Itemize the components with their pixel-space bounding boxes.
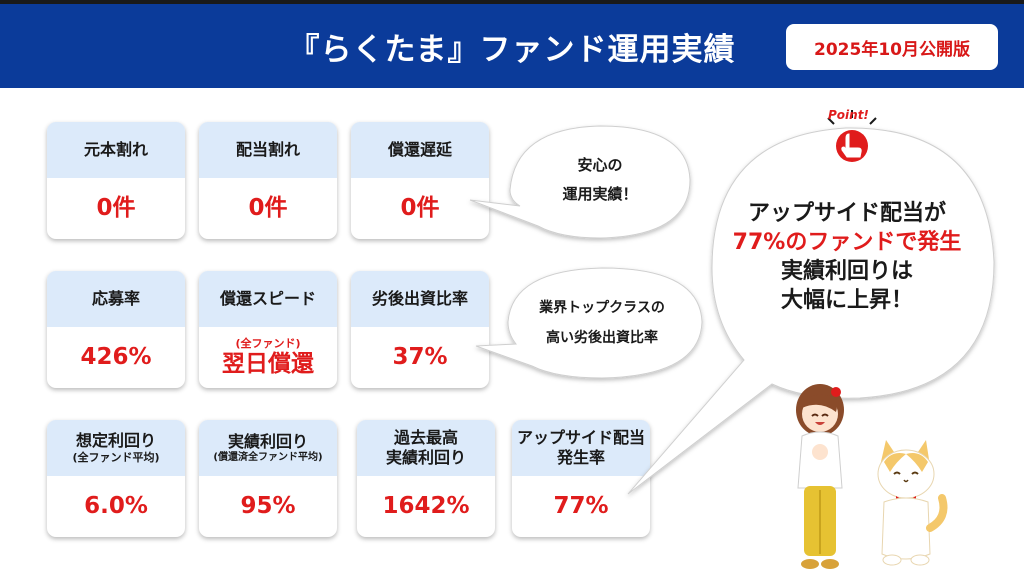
card-label: 償還遅延 bbox=[387, 140, 452, 159]
stat-card-application-rate: 応募率 426% bbox=[47, 271, 185, 388]
mascot-characters-illustration bbox=[796, 384, 948, 569]
bubble-line: アップサイド配当が bbox=[747, 201, 946, 226]
page-title: 『らくたま』ファンド運用実績 bbox=[288, 31, 736, 68]
card-label: 元本割れ bbox=[83, 140, 148, 159]
card-value: 0件 bbox=[96, 194, 136, 221]
card-sub-label: (全ファンド平均) bbox=[72, 451, 160, 465]
stat-card-expected-yield: 想定利回り (全ファンド平均) 6.0% bbox=[47, 420, 185, 537]
card-label: アップサイド配当 bbox=[516, 428, 645, 447]
card-label: 実績利回り bbox=[227, 431, 308, 451]
date-badge: 2025年10月公開版 bbox=[786, 24, 998, 70]
card-label: 想定利回り bbox=[75, 431, 156, 451]
card-value-note: (全ファンド) bbox=[235, 336, 301, 350]
bubble-safe-record bbox=[469, 125, 691, 239]
card-value: 95% bbox=[240, 492, 296, 519]
bubble-line: 大幅に上昇！ bbox=[780, 288, 913, 313]
stat-card-subordinated-ratio: 劣後出資比率 37% bbox=[351, 271, 489, 388]
card-value: 6.0% bbox=[84, 492, 148, 519]
card-label: 配当割れ bbox=[235, 140, 300, 159]
stat-card-redemption-delay: 償還遅延 0件 bbox=[351, 122, 489, 239]
bubble-subordinated-ratio bbox=[475, 267, 703, 379]
stat-card-upside-rate: アップサイド配当 発生率 77% bbox=[512, 420, 650, 537]
bubble-line: 業界トップクラスの bbox=[539, 300, 665, 316]
bubble-line: 安心の bbox=[577, 156, 623, 174]
cat-mascot bbox=[877, 440, 948, 566]
header-bar: 『らくたま』ファンド運用実績 2025年10月公開版 bbox=[0, 0, 1024, 88]
stat-card-principal-loss: 元本割れ 0件 bbox=[47, 122, 185, 239]
card-label: 劣後出資比率 bbox=[371, 289, 468, 308]
card-label: 過去最高 bbox=[393, 428, 458, 447]
point-hand-icon bbox=[827, 110, 877, 162]
bubble-line: 高い劣後出資比率 bbox=[546, 330, 658, 346]
stat-card-dividend-shortfall: 配当割れ 0件 bbox=[199, 122, 337, 239]
bubble-upside-text: アップサイド配当が 77%のファンドで発生 実績利回りは 大幅に上昇！ bbox=[727, 199, 967, 315]
stat-card-max-yield: 過去最高 実績利回り 1642% bbox=[357, 420, 495, 537]
card-value: 1642% bbox=[382, 492, 470, 519]
bubble-subordinated-text: 業界トップクラスの 高い劣後出資比率 bbox=[514, 293, 690, 353]
woman-mascot bbox=[796, 384, 844, 569]
stat-card-actual-yield: 実績利回り (償還済全ファンド平均) 95% bbox=[199, 420, 337, 537]
card-label-line2: 実績利回り bbox=[385, 448, 466, 467]
card-value: 0件 bbox=[400, 194, 440, 221]
card-sub-label: (償還済全ファンド平均) bbox=[213, 451, 323, 463]
card-value: 0件 bbox=[248, 194, 288, 221]
card-label: 応募率 bbox=[91, 289, 140, 308]
card-value: 77% bbox=[553, 492, 609, 519]
bubble-upside-highlight bbox=[627, 127, 995, 495]
card-label: 償還スピード bbox=[219, 289, 316, 308]
card-label-line2: 発生率 bbox=[556, 448, 605, 467]
card-value: 426% bbox=[80, 343, 152, 370]
point-label: Point! bbox=[828, 108, 869, 122]
bubble-line-highlight: 77%のファンドで発生 bbox=[732, 230, 962, 255]
stat-card-redemption-speed: 償還スピード (全ファンド) 翌日償還 bbox=[199, 271, 337, 388]
card-value: 翌日償還 bbox=[222, 350, 314, 377]
bubble-safe-record-text: 安心の 運用実績！ bbox=[536, 151, 664, 209]
card-value: 37% bbox=[392, 343, 448, 370]
bubble-line: 運用実績！ bbox=[562, 185, 638, 203]
bubble-line: 実績利回りは bbox=[780, 259, 913, 284]
